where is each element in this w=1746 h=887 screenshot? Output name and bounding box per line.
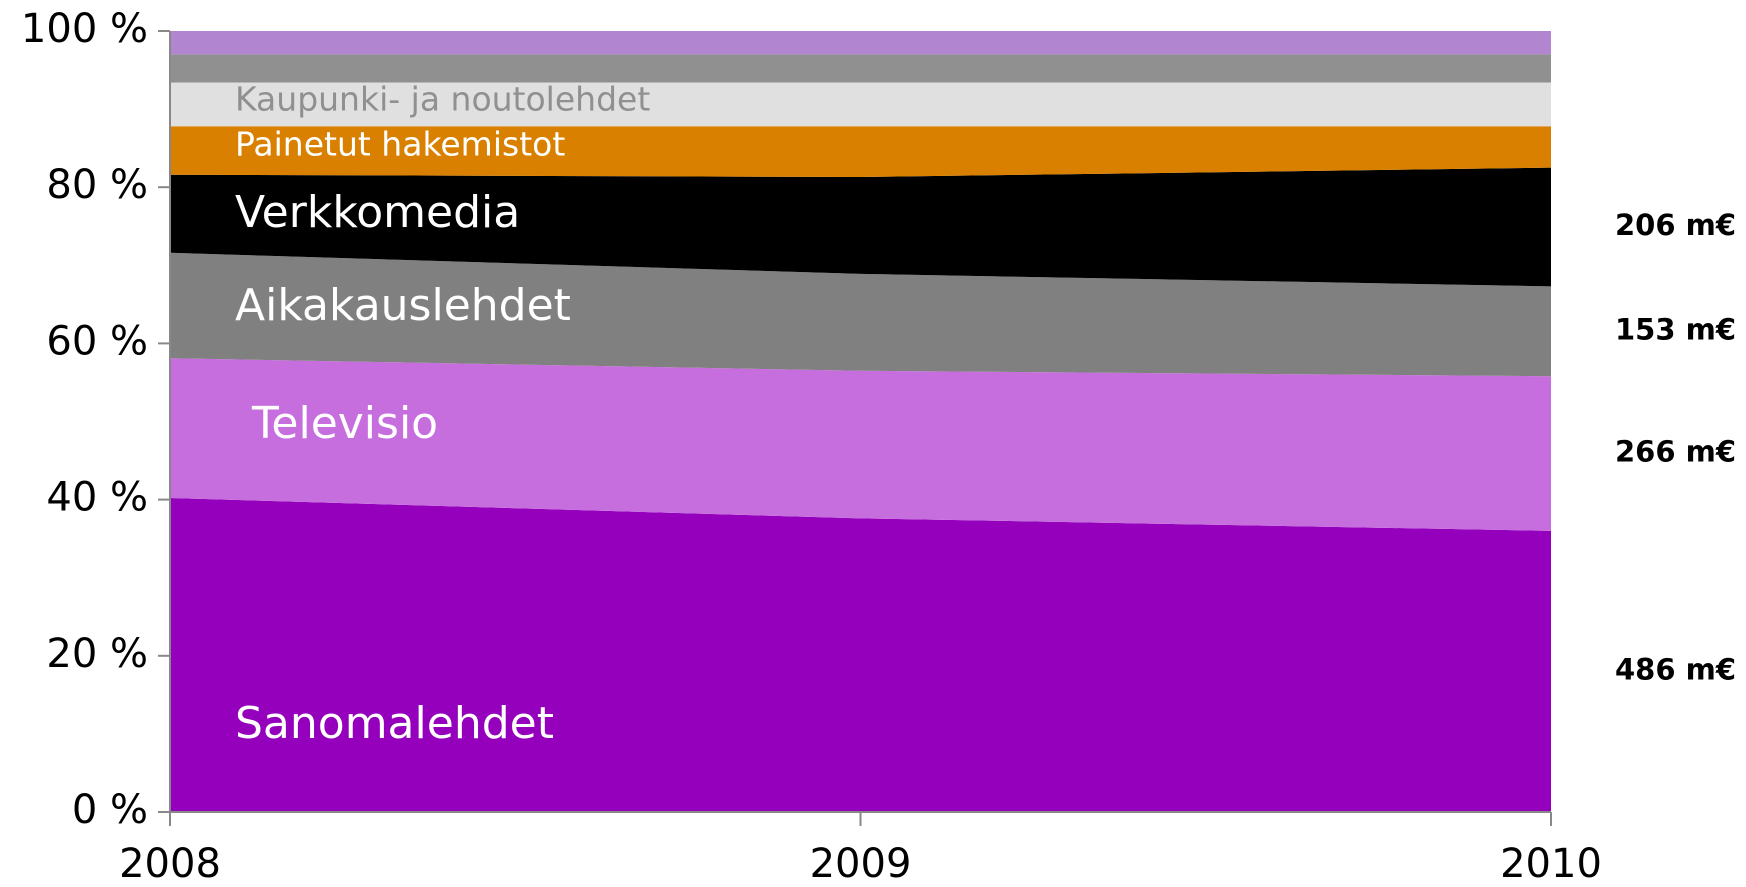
x-tick-label: 2010 xyxy=(1500,841,1602,887)
y-tick-label: 20 % xyxy=(46,631,148,677)
area xyxy=(170,358,1551,531)
end-label: 206 m€ xyxy=(1615,208,1736,242)
area xyxy=(170,54,1551,83)
series-label: Televisio xyxy=(251,398,438,449)
y-tick-label: 100 % xyxy=(21,6,148,52)
x-tick-label: 2009 xyxy=(810,841,912,887)
end-label: 153 m€ xyxy=(1615,312,1736,346)
area xyxy=(170,82,1551,127)
y-tick-label: 0 % xyxy=(72,787,148,833)
series-label: Aikakauslehdet xyxy=(235,280,571,331)
x-tick-label: 2008 xyxy=(119,841,221,887)
series-label: Sanomalehdet xyxy=(235,698,554,749)
area xyxy=(170,126,1551,178)
y-tick-label: 60 % xyxy=(46,318,148,364)
area xyxy=(170,167,1551,287)
end-label: 486 m€ xyxy=(1615,652,1736,686)
area xyxy=(170,252,1551,377)
end-label: 266 m€ xyxy=(1615,435,1736,469)
area xyxy=(170,31,1551,55)
series-label: Verkkomedia xyxy=(235,187,520,238)
series-label: Painetut hakemistot xyxy=(235,125,565,164)
y-tick-label: 40 % xyxy=(46,475,148,521)
y-tick-label: 80 % xyxy=(46,162,148,208)
area xyxy=(170,498,1551,812)
series-label: Kaupunki- ja noutolehdet xyxy=(235,80,650,119)
